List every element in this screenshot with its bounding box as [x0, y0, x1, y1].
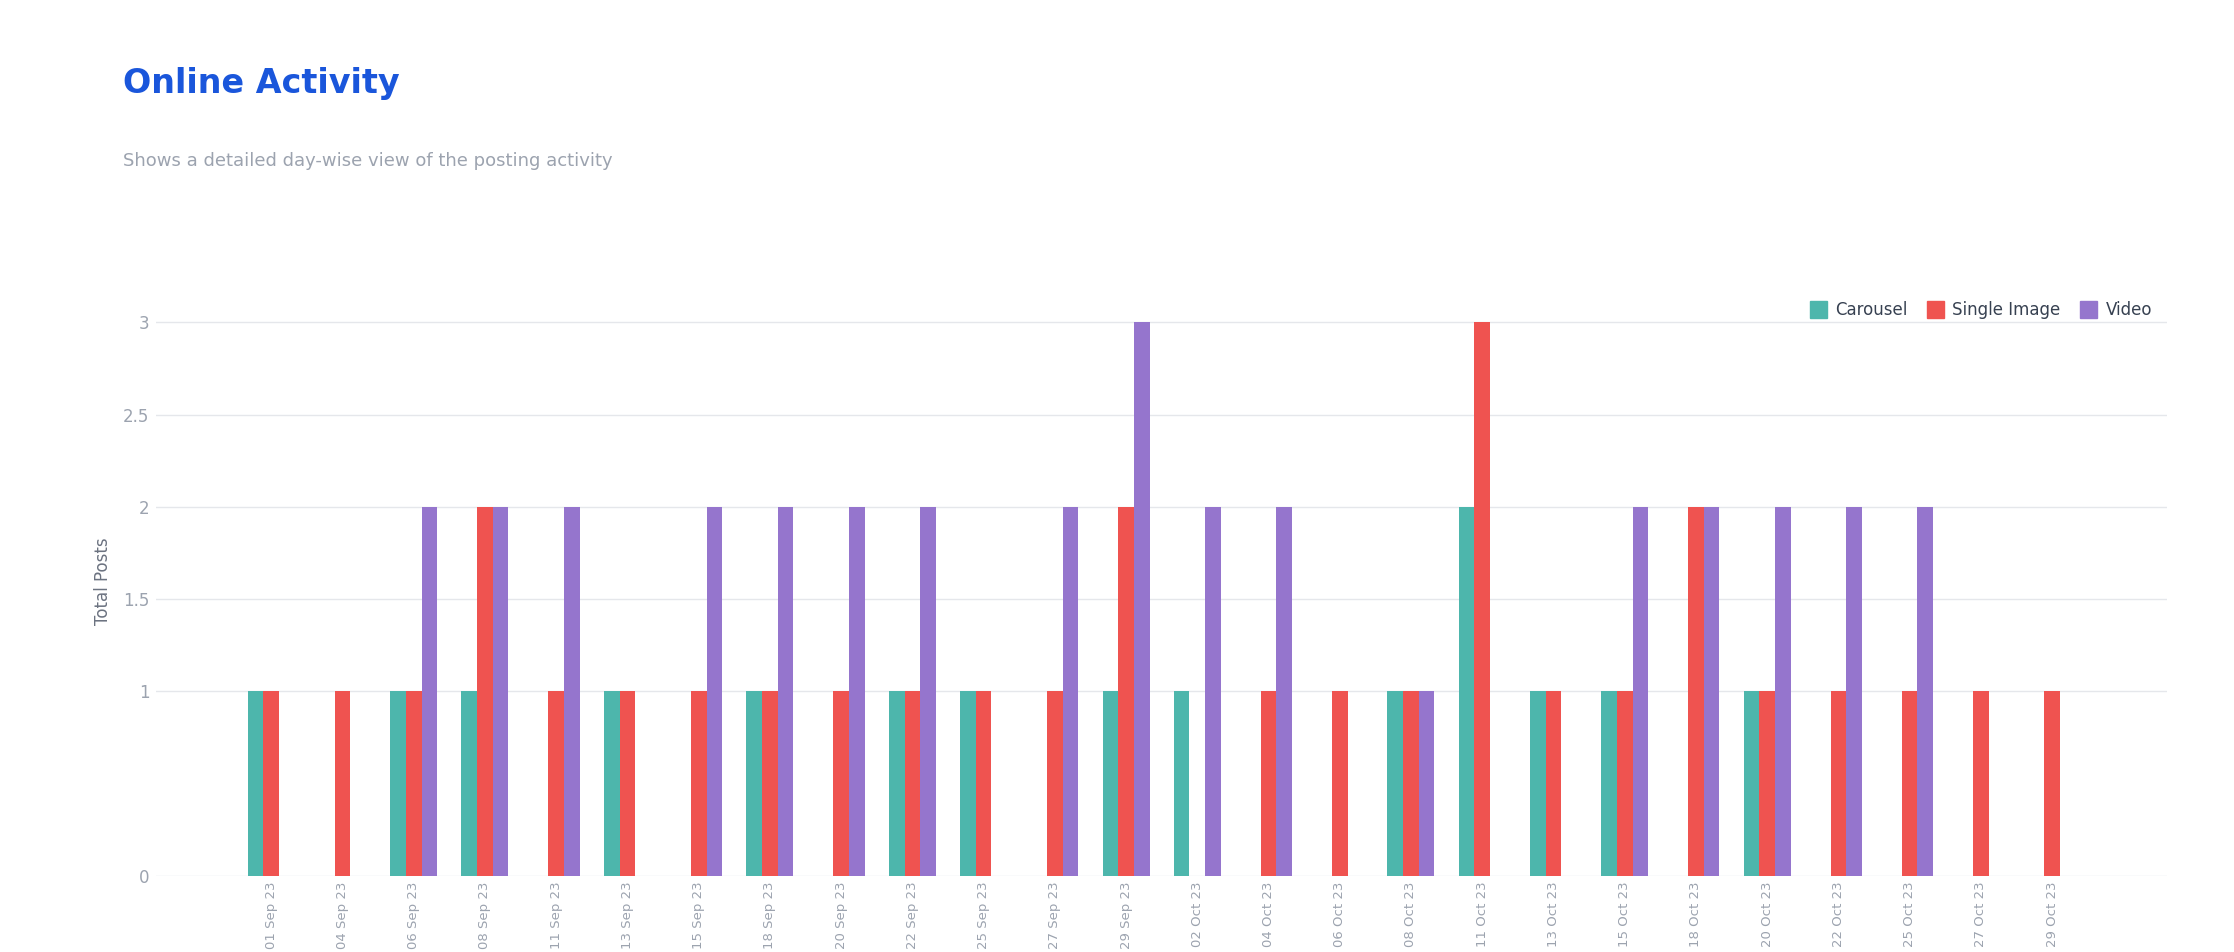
- Bar: [1973, 691, 1988, 876]
- Bar: [1119, 507, 1135, 876]
- Bar: [849, 507, 865, 876]
- Bar: [1063, 507, 1079, 876]
- Bar: [1276, 507, 1291, 876]
- Bar: [1830, 691, 1845, 876]
- Bar: [1901, 691, 1917, 876]
- Bar: [1633, 507, 1649, 876]
- Y-axis label: Total Posts: Total Posts: [94, 537, 112, 625]
- Bar: [478, 507, 494, 876]
- Bar: [889, 691, 905, 876]
- Bar: [777, 507, 793, 876]
- Text: Shows a detailed day-wise view of the posting activity: Shows a detailed day-wise view of the po…: [123, 152, 612, 170]
- Bar: [1530, 691, 1546, 876]
- Bar: [563, 507, 579, 876]
- Bar: [619, 691, 634, 876]
- Bar: [1845, 507, 1861, 876]
- Bar: [1173, 691, 1188, 876]
- Bar: [1474, 323, 1490, 876]
- Bar: [905, 691, 920, 876]
- Bar: [1705, 507, 1720, 876]
- Bar: [1403, 691, 1419, 876]
- Bar: [1419, 691, 1434, 876]
- Bar: [1776, 507, 1792, 876]
- Bar: [1917, 507, 1932, 876]
- Bar: [2044, 691, 2060, 876]
- Bar: [833, 691, 849, 876]
- Bar: [248, 691, 264, 876]
- Bar: [976, 691, 992, 876]
- Bar: [1689, 507, 1705, 876]
- Bar: [1617, 691, 1633, 876]
- Bar: [1104, 691, 1119, 876]
- Bar: [961, 691, 976, 876]
- Bar: [462, 691, 478, 876]
- Legend: Carousel, Single Image, Video: Carousel, Single Image, Video: [1803, 294, 2158, 326]
- Bar: [547, 691, 563, 876]
- Bar: [746, 691, 762, 876]
- Text: Online Activity: Online Activity: [123, 67, 400, 100]
- Bar: [1602, 691, 1617, 876]
- Bar: [1459, 507, 1474, 876]
- Bar: [690, 691, 706, 876]
- Bar: [920, 507, 936, 876]
- Bar: [335, 691, 351, 876]
- Bar: [1387, 691, 1403, 876]
- Bar: [706, 507, 722, 876]
- Bar: [264, 691, 279, 876]
- Bar: [1745, 691, 1760, 876]
- Bar: [1331, 691, 1347, 876]
- Bar: [603, 691, 619, 876]
- Bar: [1760, 691, 1776, 876]
- Bar: [762, 691, 777, 876]
- Bar: [1546, 691, 1562, 876]
- Bar: [407, 691, 422, 876]
- Bar: [1204, 507, 1220, 876]
- Bar: [494, 507, 509, 876]
- Bar: [1135, 323, 1151, 876]
- Bar: [391, 691, 407, 876]
- Bar: [1260, 691, 1276, 876]
- Bar: [1048, 691, 1063, 876]
- Bar: [422, 507, 438, 876]
